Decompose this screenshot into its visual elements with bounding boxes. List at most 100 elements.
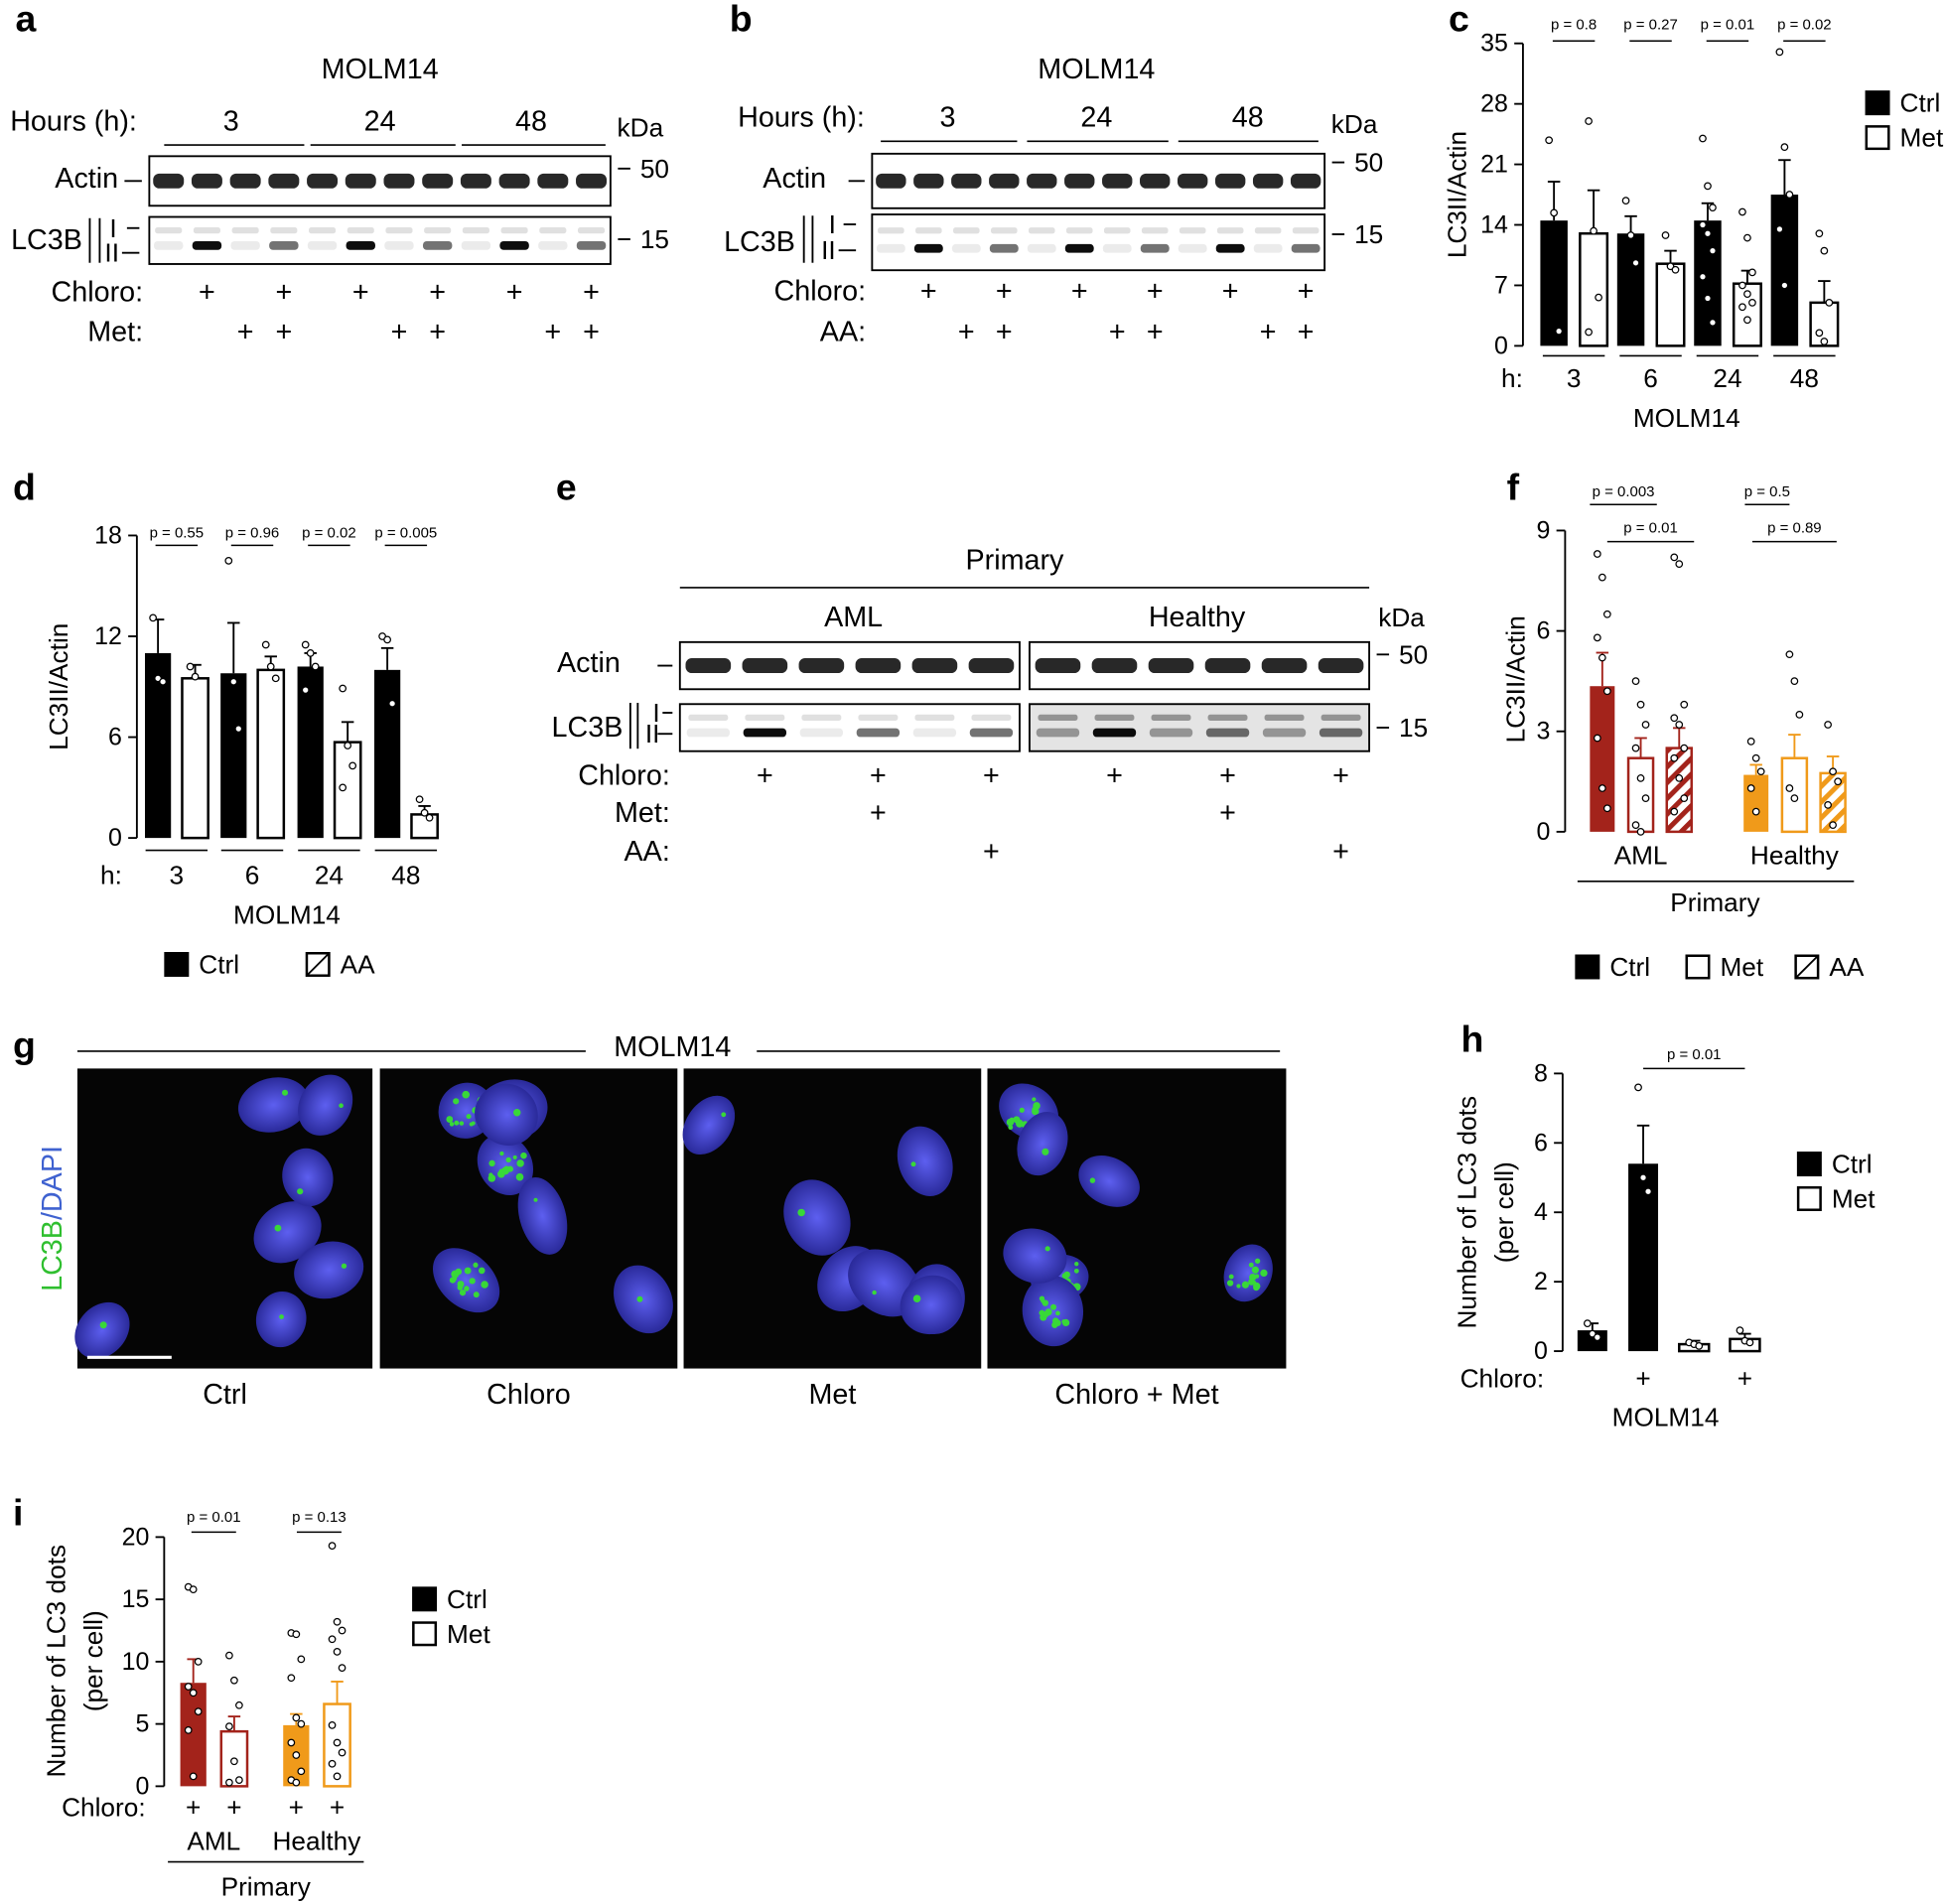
lc3-band-I: [1254, 227, 1282, 234]
lc3-band-I: [1094, 714, 1135, 721]
bar: [220, 673, 247, 839]
data-point: [1785, 650, 1794, 659]
data-point: [339, 684, 347, 693]
lc3-band-I: [953, 227, 980, 234]
data-point: [1790, 677, 1799, 686]
data-point: [1621, 197, 1630, 205]
category-label: h:: [100, 861, 122, 890]
lc3-band-I: [462, 227, 489, 234]
legend-label: Met: [447, 1619, 490, 1649]
data-point: [1585, 328, 1593, 337]
lc3-band-I: [971, 714, 1012, 721]
treatment-label: Chloro:: [578, 760, 670, 792]
legend-swatch: [164, 952, 190, 977]
data-point: [1704, 182, 1712, 191]
data-point: [328, 1542, 337, 1551]
bar: [1665, 747, 1693, 834]
x-axis-label: Primary: [221, 1872, 312, 1902]
bar: [144, 652, 172, 839]
data-point: [287, 1674, 296, 1683]
data-point: [388, 699, 396, 708]
nucleus: [897, 1126, 953, 1197]
data-point: [1634, 1083, 1642, 1092]
data-point: [230, 1757, 238, 1766]
lc3-band-I: [1151, 714, 1191, 721]
data-point: [1825, 298, 1834, 307]
data-point: [1675, 721, 1684, 729]
actin-band: [153, 173, 185, 189]
treatment-mark: +: [275, 317, 292, 348]
p-value: p = 0.01: [1667, 1046, 1722, 1063]
lc3-dot: [473, 1262, 479, 1268]
lc3-band-II: [1036, 728, 1080, 738]
lc3-band-I: [385, 227, 413, 234]
lc3-dot: [466, 1114, 472, 1120]
data-point: [292, 1713, 301, 1722]
caption: Chloro: [486, 1379, 571, 1411]
hours: 24: [1080, 102, 1112, 134]
panel-label: b: [730, 0, 753, 40]
band-label: II: [821, 235, 836, 265]
data-point: [1709, 246, 1717, 255]
nucleus: [783, 1179, 851, 1256]
legend-label: Ctrl: [1832, 1150, 1873, 1179]
data-point: [235, 1776, 243, 1784]
legend-swatch: [1796, 1152, 1822, 1177]
lc3-dot: [1009, 1117, 1015, 1123]
data-point: [1790, 794, 1799, 803]
lc3-band-II: [1215, 243, 1245, 253]
lc3-dot: [1044, 1246, 1050, 1252]
legend-label: AA: [1829, 952, 1864, 982]
actin-band: [1204, 658, 1251, 674]
data-point: [1709, 319, 1717, 327]
lc3-band-I: [193, 227, 220, 234]
lc3-band-II: [969, 728, 1014, 738]
panel-label: a: [16, 0, 38, 40]
x-tick-label: Healthy: [1750, 841, 1840, 871]
treatment-mark: +: [544, 317, 561, 348]
legend-hatch: [1794, 955, 1819, 979]
lc3-dot: [497, 1170, 505, 1178]
row-mark: +: [226, 1793, 241, 1823]
data-point: [338, 1664, 347, 1673]
data-point: [224, 556, 233, 565]
data-point: [271, 674, 280, 683]
bar: [1770, 195, 1799, 346]
actin-band: [498, 173, 530, 189]
actin-band: [855, 658, 902, 674]
lc3-band-II: [307, 240, 338, 250]
data-point: [225, 1651, 233, 1660]
actin-band: [1027, 173, 1057, 189]
blot-frame: [148, 215, 612, 265]
actin-band: [1214, 173, 1246, 189]
lc3-dot: [1228, 1274, 1234, 1280]
hours: 3: [940, 102, 956, 134]
lc3-band-I: [1103, 227, 1131, 234]
row-label: Actin: [557, 647, 621, 679]
lc3-dot: [274, 1224, 282, 1232]
treatment-mark: +: [1332, 836, 1349, 868]
p-value: p = 0.01: [1623, 519, 1678, 536]
nucleus: [1223, 1244, 1273, 1302]
data-point: [1631, 258, 1640, 267]
hours: 3: [223, 105, 239, 137]
data-point: [1550, 208, 1559, 217]
treatment-mark: +: [983, 760, 1000, 792]
x-tick-label: 48: [1790, 363, 1819, 393]
lc3-band-II: [912, 728, 957, 738]
data-point: [1815, 329, 1824, 338]
data-point: [1545, 136, 1554, 145]
data-point: [383, 635, 391, 644]
data-point: [1602, 687, 1611, 696]
lc3-dot: [1008, 1125, 1014, 1131]
bar: [1579, 231, 1609, 347]
nucleus: [74, 1301, 130, 1359]
data-point: [1555, 327, 1564, 336]
caption: Chloro + Met: [1054, 1379, 1218, 1411]
data-point: [1709, 204, 1717, 211]
actin-band: [989, 173, 1020, 189]
nucleus: [255, 1291, 307, 1348]
treatment-mark: +: [870, 797, 887, 829]
treatment-mark: +: [1260, 317, 1277, 348]
nucleus: [298, 1074, 353, 1136]
